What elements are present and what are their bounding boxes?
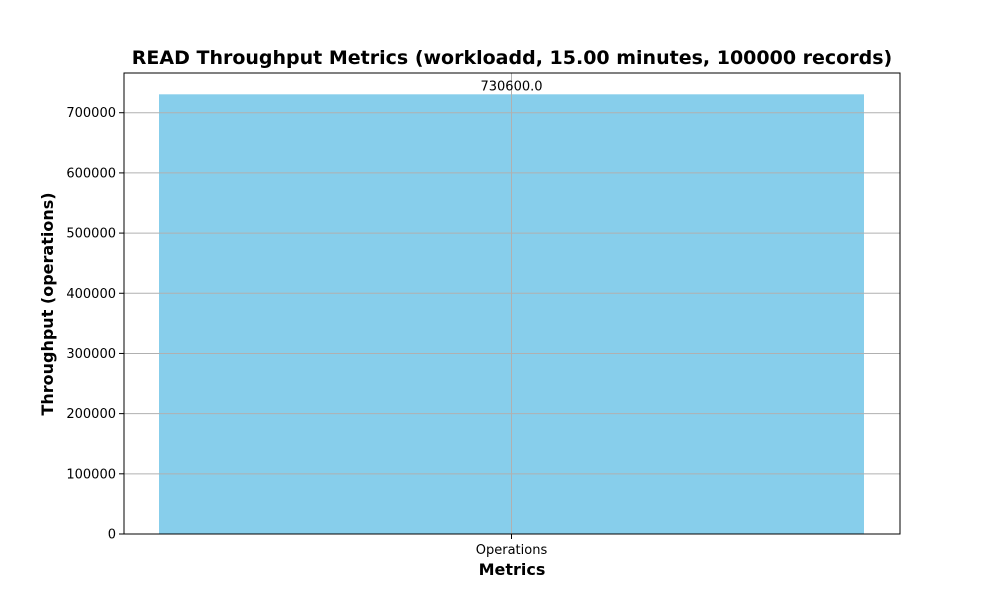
y-tick-label: 500000 <box>66 227 116 242</box>
y-tick-label: 100000 <box>66 467 116 482</box>
x-tick-label: Operations <box>476 543 548 558</box>
bar-value-label: 730600.0 <box>480 79 542 94</box>
y-tick-label: 300000 <box>66 347 116 362</box>
y-tick-label: 200000 <box>66 407 116 422</box>
y-tick-label: 700000 <box>66 106 116 121</box>
y-tick-label: 400000 <box>66 287 116 302</box>
y-tick-label: 600000 <box>66 166 116 181</box>
y-axis-label: Throughput (operations) <box>38 192 57 415</box>
x-axis-label: Metrics <box>479 560 546 579</box>
plot-frame <box>123 72 901 535</box>
chart-title: READ Throughput Metrics (workloadd, 15.0… <box>132 47 892 69</box>
plot-area: 0 100000 200000 300000 400000 500000 600000 700… <box>66 72 901 558</box>
y-tick-label: 0 <box>108 528 116 543</box>
